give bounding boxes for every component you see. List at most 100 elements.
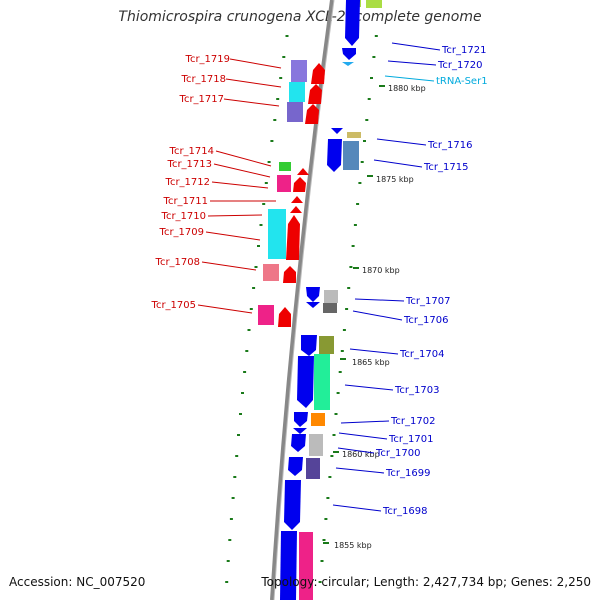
gene-label[interactable]: Tcr_1710 [161,211,206,222]
cog-block [287,102,303,122]
left-leader-lines [197,58,282,314]
tick-mark [318,581,322,583]
gene-label[interactable]: Tcr_1706 [403,315,448,326]
cog-block [309,434,323,456]
tick-mark [235,455,239,457]
gene-arrow[interactable] [297,356,314,408]
gene-arrow[interactable] [284,480,301,530]
gene-label[interactable]: Tcr_1711 [163,196,208,207]
tick-mark [233,476,237,478]
gene-arrow[interactable] [294,412,308,427]
gene-arrow[interactable] [342,48,356,60]
gene-arrow[interactable] [293,177,306,192]
tick-mark [257,245,260,247]
gene-label[interactable]: Tcr_1719 [185,54,230,65]
gene-label[interactable]: Tcr_1720 [437,60,482,71]
gene-label[interactable]: Tcr_1701 [388,434,433,445]
trna-arrow[interactable] [342,62,354,66]
accession-text: Accession: NC_007520 [9,575,146,589]
trna-label[interactable]: tRNA-Ser1 [436,76,488,87]
gene-arrow[interactable] [291,434,306,452]
cog-block [263,264,279,281]
gene-label[interactable]: Tcr_1699 [385,468,430,479]
scale-label: 1860 kbp [342,450,380,459]
scale-label: 1875 kbp [376,175,414,184]
gene-arrow[interactable] [345,0,360,46]
gene-arrow[interactable] [293,428,307,434]
plus-strand-features [280,0,382,600]
tick-mark [231,497,235,499]
tick-mark [241,392,244,394]
cog-block [311,413,325,426]
gene-label[interactable]: Tcr_1717 [179,94,224,105]
tick-mark [239,413,242,415]
gene-label[interactable]: Tcr_1702 [390,416,435,427]
gene-label[interactable]: Tcr_1718 [181,74,226,85]
gene-label[interactable]: Tcr_1705 [151,300,196,311]
gene-label[interactable]: Tcr_1716 [427,140,472,151]
gene-arrow[interactable] [288,457,303,476]
tick-mark [360,161,364,163]
cog-block [319,336,334,354]
gene-arrow[interactable] [297,168,309,175]
gene-label[interactable]: Tcr_1714 [169,146,214,157]
gene-label[interactable]: Tcr_1708 [155,257,200,268]
gene-label[interactable]: Tcr_1712 [165,177,210,188]
tick-mark [254,266,258,268]
cog-block [299,532,313,600]
gene-arrow[interactable] [301,335,317,356]
gene-arrow[interactable] [327,139,342,172]
tick-mark [252,287,256,289]
tick-mark [282,56,286,58]
gene-arrow[interactable] [331,128,343,134]
gene-label[interactable]: Tcr_1700 [375,448,420,459]
gene-arrow[interactable] [291,196,303,203]
gene-arrow[interactable] [308,84,322,104]
gene-arrow[interactable] [283,266,296,283]
tick-mark [353,224,357,226]
gene-label[interactable]: Tcr_1698 [382,506,427,517]
tick-mark [334,413,338,415]
tick-mark [342,329,346,331]
gene-arrow[interactable] [280,531,297,600]
gene-arrow[interactable] [311,63,325,84]
gene-label[interactable]: Tcr_1713 [167,159,212,170]
gene-label[interactable]: Tcr_1703 [394,385,439,396]
gene-label[interactable]: Tcr_1715 [423,162,468,173]
gene-label[interactable]: Tcr_1704 [399,349,444,360]
tick-mark [365,119,369,121]
tick-mark [229,518,233,520]
tick-mark [374,35,378,37]
tick-mark [326,497,330,499]
gene-label[interactable]: Tcr_1707 [405,296,450,307]
tick-mark [237,434,240,436]
gene-arrow[interactable] [305,104,319,124]
gene-arrow[interactable] [286,215,300,260]
cog-block [277,175,291,192]
cog-block [291,60,307,82]
tick-mark [330,455,334,457]
tick-mark [320,560,324,562]
tick-mark [245,350,249,352]
tick-mark [338,371,342,373]
gene-label[interactable]: Tcr_1721 [441,45,486,56]
map-title: Thiomicrospira crunogena XCL-2, complete… [118,9,482,25]
tick-mark [351,245,355,247]
tick-mark [367,98,371,100]
gene-arrow[interactable] [278,307,291,327]
tick-mark [332,434,336,436]
tick-mark [358,182,362,184]
gene-arrow[interactable] [306,302,320,308]
tick-mark [276,98,280,100]
tick-mark [264,182,268,184]
gene-arrow[interactable] [306,287,320,302]
scale-label: 1865 kbp [352,358,390,367]
genome-summary-text: Topology: circular; Length: 2,427,734 bp… [261,575,591,589]
gene-arrow[interactable] [290,206,302,213]
cog-block [289,82,305,102]
tick-mark [267,161,271,163]
scale-label: 1870 kbp [362,266,400,275]
right-leader-lines [332,42,441,512]
gene-label[interactable]: Tcr_1709 [159,227,204,238]
